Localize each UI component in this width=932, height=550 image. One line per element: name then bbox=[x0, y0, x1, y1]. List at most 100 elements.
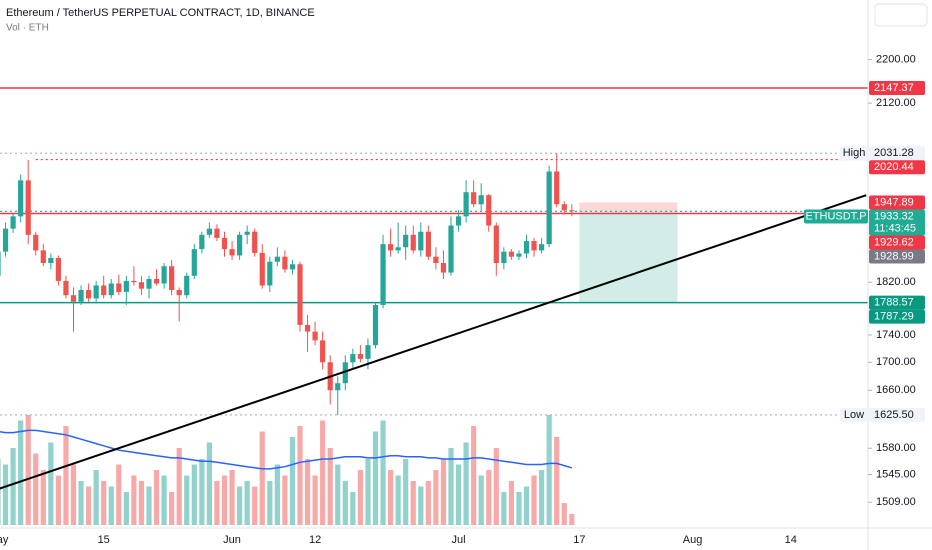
price-tag-value: 2031.28 bbox=[874, 147, 914, 159]
price-tag-title: High bbox=[843, 147, 866, 159]
candle-body bbox=[86, 289, 92, 299]
candle-body bbox=[237, 234, 243, 256]
position-stop-zone bbox=[579, 202, 678, 212]
volume-bar bbox=[282, 475, 288, 525]
candle-body bbox=[244, 231, 250, 235]
volume-bar bbox=[365, 459, 371, 525]
candle-body bbox=[554, 171, 560, 205]
candle-body bbox=[33, 234, 39, 251]
volume-bar bbox=[478, 475, 484, 525]
candle-body bbox=[206, 228, 212, 235]
volume-bar bbox=[523, 486, 530, 525]
volume-bar bbox=[161, 475, 167, 525]
volume-bar bbox=[214, 481, 220, 525]
candle-body bbox=[425, 231, 431, 257]
volume-bar bbox=[108, 486, 114, 525]
x-tick-label: May bbox=[0, 534, 9, 546]
price-tag bbox=[869, 195, 925, 210]
volume-bar bbox=[0, 459, 1, 525]
y-tick-label: 1509.00 bbox=[876, 496, 916, 508]
price-tag-title-box bbox=[804, 209, 868, 224]
candle-body bbox=[365, 345, 371, 359]
candle-body bbox=[471, 192, 477, 205]
volume-bar bbox=[440, 459, 447, 525]
candle-body bbox=[395, 247, 401, 251]
volume-bar bbox=[18, 420, 24, 525]
volume-bar bbox=[433, 470, 439, 525]
volume-bar bbox=[259, 431, 265, 525]
price-tag-title: ETHUSDT.P bbox=[805, 210, 866, 222]
candle-body bbox=[55, 257, 61, 281]
price-tag-value: 2020.44 bbox=[874, 161, 914, 173]
price-tag-value: 1788.57 bbox=[874, 297, 914, 309]
candle-body bbox=[531, 241, 537, 251]
candle-body bbox=[161, 266, 167, 284]
candle-body bbox=[546, 171, 552, 245]
candle-body bbox=[297, 264, 303, 325]
volume-bar bbox=[418, 486, 424, 525]
volume-bar bbox=[10, 448, 16, 525]
volume-bar bbox=[48, 442, 54, 525]
volume-bar bbox=[327, 448, 333, 525]
x-tick-label: Jun bbox=[223, 534, 241, 546]
price-tag bbox=[869, 81, 925, 96]
price-tag bbox=[869, 146, 925, 161]
candle-body bbox=[486, 195, 492, 226]
price-tag bbox=[869, 309, 925, 324]
candle-body bbox=[448, 225, 454, 273]
price-tag-value: 1929.62 bbox=[874, 236, 914, 248]
candle-body bbox=[101, 285, 107, 296]
volume-bar bbox=[350, 492, 356, 525]
volume-bar bbox=[153, 470, 160, 525]
candle-body bbox=[335, 383, 341, 391]
plot-area bbox=[0, 87, 868, 525]
candle-body bbox=[403, 234, 409, 248]
volume-bar bbox=[63, 426, 69, 525]
candle-body bbox=[252, 231, 258, 253]
x-tick-label: Aug bbox=[683, 534, 703, 546]
volume-bar bbox=[191, 464, 197, 525]
candle-body bbox=[501, 251, 507, 264]
price-tag-value: 2147.37 bbox=[874, 82, 914, 94]
price-tag-value: 1933.32 bbox=[874, 210, 914, 222]
volume-bar bbox=[184, 475, 190, 525]
volume-bar bbox=[312, 475, 318, 525]
candle-body bbox=[440, 263, 447, 273]
candle-body bbox=[357, 354, 363, 359]
candle-body bbox=[342, 362, 348, 384]
volume-bar bbox=[448, 448, 454, 525]
toolbar-button[interactable] bbox=[874, 3, 928, 27]
candle-body bbox=[18, 180, 24, 217]
volume-bar bbox=[289, 437, 296, 525]
trend-line bbox=[0, 194, 867, 490]
volume-bar bbox=[471, 426, 477, 525]
candle-body bbox=[539, 244, 545, 251]
candle-body bbox=[138, 282, 145, 289]
candle-body bbox=[25, 180, 31, 235]
volume-bar bbox=[267, 481, 273, 525]
y-tick-label: 1740.00 bbox=[876, 329, 916, 341]
y-tick-label: 1580.00 bbox=[876, 442, 916, 454]
volume-bar bbox=[221, 475, 228, 525]
candle-body bbox=[169, 266, 175, 290]
candle-body bbox=[176, 289, 182, 296]
volume-bar bbox=[33, 453, 39, 525]
candle-body bbox=[131, 280, 137, 283]
volume-bar bbox=[86, 486, 92, 525]
candle-body bbox=[267, 261, 273, 286]
volume-bar bbox=[55, 475, 61, 525]
y-tick-label: 2120.00 bbox=[876, 97, 916, 109]
volume-ma-line bbox=[0, 429, 573, 470]
y-tick-label: 1700.00 bbox=[876, 356, 916, 368]
volume-bar bbox=[176, 448, 182, 525]
y-tick-label: 1545.00 bbox=[876, 468, 916, 480]
volume-bar bbox=[304, 459, 311, 525]
volume-bar bbox=[146, 486, 152, 525]
candle-body bbox=[93, 285, 99, 299]
volume-bar bbox=[516, 492, 522, 525]
volume-bar bbox=[229, 470, 235, 525]
candle-body bbox=[289, 264, 296, 270]
candle-body bbox=[10, 216, 16, 229]
candle-body bbox=[259, 252, 265, 286]
